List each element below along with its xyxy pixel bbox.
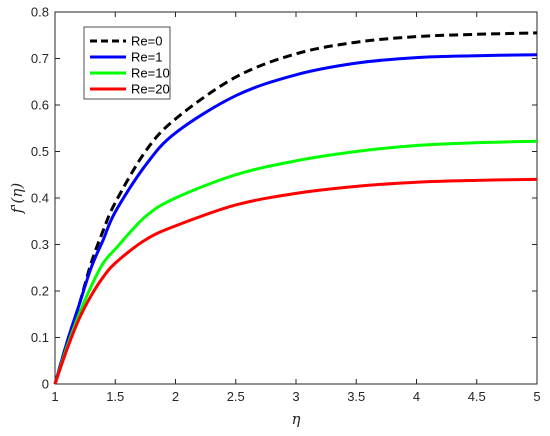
legend-label: Re=20: [131, 82, 170, 97]
x-axis-label: η: [292, 410, 301, 428]
y-tick-label: 0: [42, 377, 49, 392]
x-tick-label: 4: [413, 389, 420, 404]
y-tick-label: 0.5: [31, 144, 49, 159]
y-tick-label: 0.8: [31, 5, 49, 20]
legend-label: Re=0: [131, 34, 162, 49]
tick-labels: 1 1.5 2 2.5 3 3.5 4 4.5 5 0 0.1 0.2 0.3 0.4 0.5 0.6 0.7 0…: [31, 5, 541, 405]
legend-label: Re=10: [131, 66, 170, 81]
x-tick-label: 5: [533, 389, 540, 404]
y-tick-label: 0.7: [31, 51, 49, 66]
y-axis-label: f'(η): [8, 183, 26, 215]
series-lines: [53, 31, 538, 385]
series-line-re-10: [53, 139, 538, 385]
x-tick-label: 2.5: [227, 389, 245, 404]
axis-ticks: [54, 11, 538, 385]
y-tick-label: 0.2: [31, 284, 49, 299]
x-tick-label: 1: [51, 389, 58, 404]
x-tick-label: 3: [292, 389, 299, 404]
x-tick-label: 2: [172, 389, 179, 404]
x-tick-label: 3.5: [347, 389, 365, 404]
y-tick-label: 0.4: [31, 191, 49, 206]
x-tick-label: 1.5: [106, 389, 124, 404]
legend-label: Re=1: [131, 50, 162, 65]
y-tick-label: 0.3: [31, 237, 49, 252]
y-tick-label: 0.6: [31, 98, 49, 113]
series-line-re-20: [53, 177, 538, 385]
series-line-re-1: [53, 53, 538, 385]
legend-box: [83, 26, 171, 100]
x-tick-label: 4.5: [468, 389, 486, 404]
y-tick-label: 0.1: [31, 330, 49, 345]
